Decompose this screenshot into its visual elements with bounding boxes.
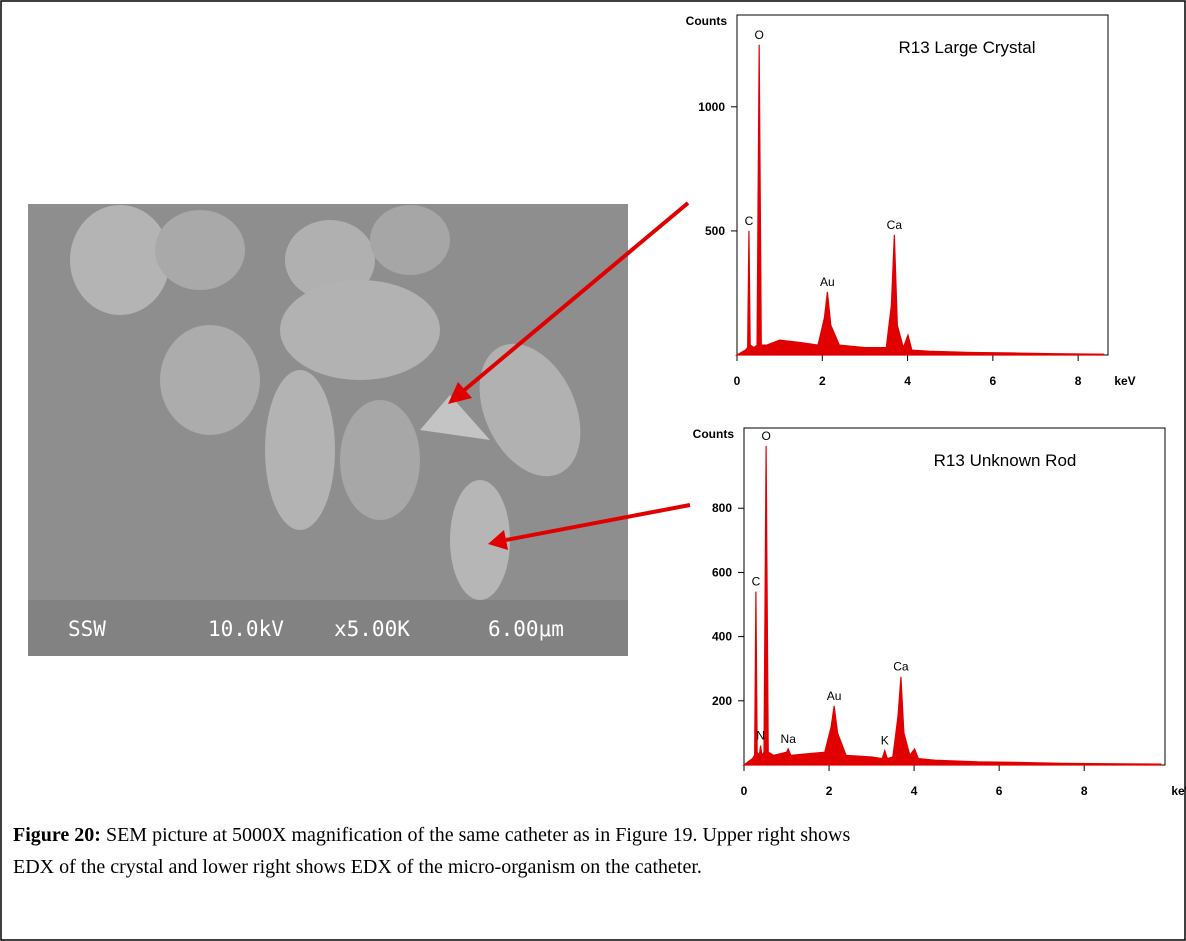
x-tick-label: 6 bbox=[996, 784, 1003, 798]
y-tick-label: 400 bbox=[712, 630, 732, 644]
peak-label: Na bbox=[781, 732, 797, 746]
x-tick-label: 2 bbox=[826, 784, 833, 798]
x-tick-label: 8 bbox=[1075, 374, 1082, 388]
x-axis-label: keV bbox=[1114, 374, 1135, 388]
y-axis-label: Counts bbox=[693, 427, 735, 441]
peak-label: C bbox=[752, 575, 761, 589]
plot-frame bbox=[736, 14, 1109, 356]
peak-label: Au bbox=[827, 689, 842, 703]
peak-label: O bbox=[755, 28, 764, 42]
sem-label: 10.0kV bbox=[208, 617, 284, 641]
plot-frame bbox=[743, 427, 1166, 766]
x-tick-label: 4 bbox=[911, 784, 918, 798]
caption-text: SEM picture at 5000X magnification of th… bbox=[106, 824, 850, 846]
peak-label: Ca bbox=[887, 218, 903, 232]
peak-label: Ca bbox=[893, 660, 909, 674]
sem-label: 6.00μm bbox=[488, 617, 564, 641]
chart-title: R13 Unknown Rod bbox=[934, 451, 1077, 470]
peak-label: C bbox=[745, 214, 754, 228]
y-tick-label: 600 bbox=[712, 565, 732, 579]
x-tick-label: 2 bbox=[819, 374, 826, 388]
sem-label: x5.00K bbox=[334, 617, 410, 641]
x-tick-label: 6 bbox=[990, 374, 997, 388]
chart-title: R13 Large Crystal bbox=[899, 38, 1036, 57]
caption: Figure 20: SEM picture at 5000X magnific… bbox=[13, 824, 850, 846]
y-tick-label: 1000 bbox=[698, 100, 725, 114]
caption-text: EDX of the crystal and lower right shows… bbox=[13, 856, 702, 878]
caption-label: Figure 20: bbox=[13, 824, 101, 846]
x-tick-label: 0 bbox=[741, 784, 748, 798]
arrows bbox=[448, 201, 691, 550]
y-tick-label: 500 bbox=[705, 224, 725, 238]
spectrum bbox=[734, 44, 1105, 356]
x-axis-label: keV bbox=[1171, 784, 1186, 798]
y-axis-label: Counts bbox=[686, 14, 728, 28]
x-tick-label: 0 bbox=[734, 374, 741, 388]
peak-label: K bbox=[881, 734, 889, 748]
x-tick-label: 4 bbox=[904, 374, 911, 388]
spectrum bbox=[742, 445, 1162, 766]
y-tick-label: 800 bbox=[712, 501, 732, 515]
sem-label: SSW bbox=[68, 617, 106, 641]
peak-label: N bbox=[756, 729, 765, 743]
y-tick-label: 200 bbox=[712, 694, 732, 708]
peak-label: Au bbox=[820, 275, 835, 289]
sem-image: SSW 10.0kV x5.00K 6.00μm bbox=[28, 204, 628, 656]
peak-label: O bbox=[761, 429, 770, 443]
x-tick-label: 8 bbox=[1081, 784, 1088, 798]
